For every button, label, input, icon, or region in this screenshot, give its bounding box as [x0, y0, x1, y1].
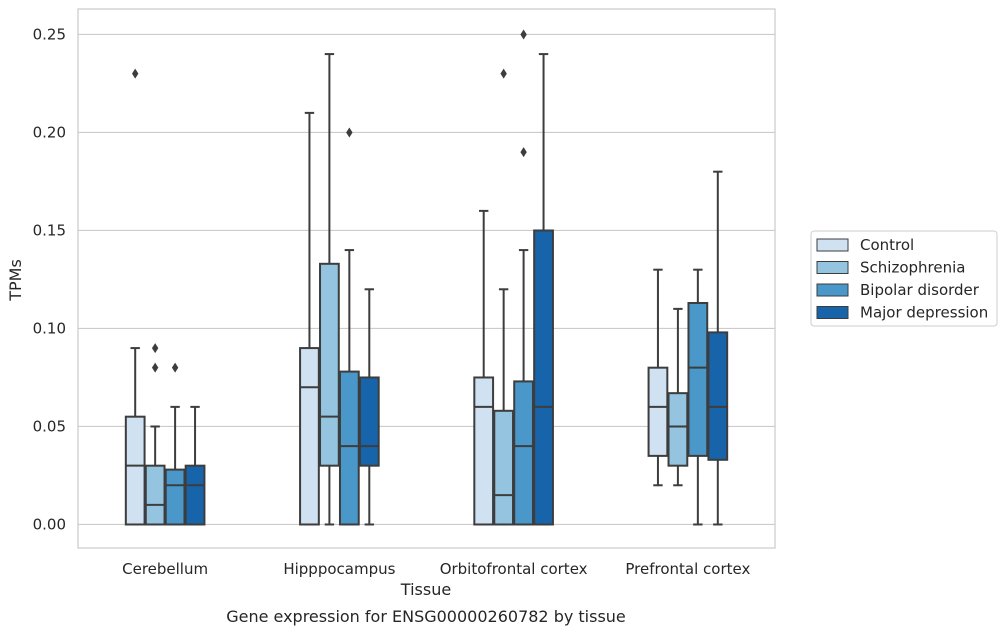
y-tick-label: 0.15	[33, 221, 66, 239]
box-bipolar-disorder	[164, 362, 186, 526]
legend-swatch	[816, 261, 849, 274]
iqr-box	[513, 380, 534, 526]
box-schizophrenia	[493, 68, 515, 526]
chart-caption: Gene expression for ENSG00000260782 by t…	[226, 607, 626, 626]
legend-label: Schizophrenia	[860, 259, 965, 277]
legend: Control Schizophrenia Bipolar disorder Majo…	[810, 230, 998, 327]
x-tick-labels: Cerebellum Hipppocampus Orbitofrontal cort…	[122, 560, 750, 578]
legend-label: Major depression	[860, 304, 988, 322]
box-major-depression	[358, 288, 380, 526]
box-major-depression	[707, 170, 729, 526]
outlier-point	[151, 343, 159, 354]
x-tick-label: Cerebellum	[122, 560, 208, 578]
y-tick-labels: 0.00 0.05 0.10 0.15 0.20 0.25	[33, 25, 66, 533]
legend-swatch	[816, 283, 849, 297]
y-tick-label: 0.20	[33, 123, 66, 141]
outlier-point	[500, 68, 507, 79]
box-major-depression	[533, 53, 554, 526]
y-tick-label: 0.25	[33, 25, 66, 43]
iqr-box	[473, 376, 495, 526]
box-control	[647, 268, 669, 487]
legend-label: Control	[860, 236, 914, 254]
outlier-point	[151, 362, 159, 373]
y-tick-label: 0.05	[33, 417, 66, 435]
iqr-box	[319, 262, 340, 467]
iqr-box	[647, 366, 669, 457]
iqr-box	[184, 464, 206, 526]
box-bipolar-disorder	[338, 127, 360, 526]
legend-swatch	[816, 306, 849, 319]
iqr-box	[687, 302, 709, 457]
plot-frame	[77, 8, 776, 549]
x-tick-label: Prefrontal cortex	[625, 560, 750, 578]
iqr-box	[144, 464, 166, 526]
box-bipolar-disorder	[513, 29, 534, 526]
outlier-point	[346, 127, 353, 138]
legend-swatch	[816, 238, 849, 252]
box-schizophrenia	[667, 307, 689, 487]
box-major-depression	[184, 405, 206, 526]
iqr-box	[124, 415, 146, 526]
outlier-point	[520, 29, 527, 40]
box-bipolar-disorder	[687, 268, 709, 526]
box-schizophrenia	[319, 53, 340, 526]
legend-frame	[810, 230, 998, 327]
outlier-point	[171, 362, 179, 373]
x-tick-label: Hipppocampus	[283, 560, 395, 578]
x-tick-label: Orbitofrontal cortex	[440, 560, 588, 578]
y-tick-label: 0.10	[33, 319, 66, 337]
y-tick-label: 0.00	[33, 515, 66, 533]
box-control	[299, 111, 320, 526]
outlier-point	[131, 68, 139, 79]
iqr-box	[299, 347, 320, 526]
x-axis-title: Tissue	[400, 580, 451, 599]
iqr-box	[358, 376, 380, 467]
iqr-box	[164, 468, 186, 526]
iqr-box	[493, 409, 515, 526]
iqr-box	[707, 331, 729, 461]
box-schizophrenia	[144, 343, 166, 526]
boxplots	[124, 29, 729, 526]
box-control	[473, 209, 495, 526]
outlier-point	[520, 147, 527, 158]
y-axis-title: TPMs	[6, 259, 25, 302]
box-control	[124, 68, 146, 526]
iqr-box	[338, 370, 360, 526]
iqr-box	[667, 392, 689, 467]
iqr-box	[533, 229, 554, 526]
legend-label: Bipolar disorder	[860, 281, 980, 299]
